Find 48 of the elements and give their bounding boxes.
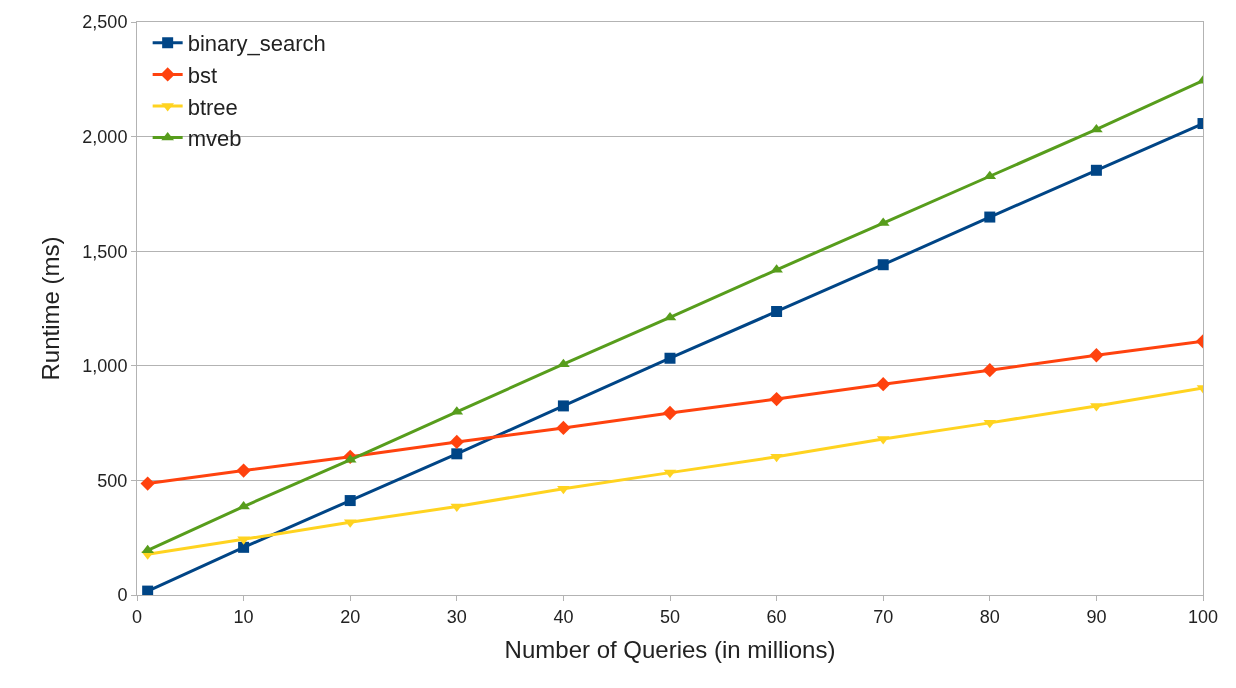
point	[662, 405, 678, 421]
point	[556, 420, 571, 436]
x-tick-label: 30	[446, 606, 467, 627]
point	[1089, 348, 1104, 363]
point	[1090, 164, 1102, 176]
legend-label: binary_search	[187, 31, 326, 57]
legend-label: bst	[187, 62, 218, 88]
y-tick-label: 500	[97, 470, 128, 491]
legend-label: mveb	[187, 126, 242, 152]
y-axis-title: Runtime (ms)	[37, 236, 65, 381]
point	[238, 541, 250, 553]
y-tick-label: 1,000	[82, 356, 128, 377]
y-tick-label: 2,500	[82, 12, 128, 33]
point	[769, 391, 784, 407]
point	[236, 463, 251, 478]
point	[142, 585, 154, 595]
point	[982, 363, 997, 378]
point	[344, 495, 356, 507]
point	[141, 544, 155, 554]
point	[984, 211, 996, 223]
point	[450, 503, 464, 513]
y-tick-label: 2,000	[82, 126, 128, 147]
legend-label: btree	[187, 94, 238, 120]
point	[877, 259, 889, 271]
x-tick-label: 80	[979, 606, 1000, 627]
x-tick-label: 90	[1086, 606, 1107, 627]
x-tick-label: 50	[659, 606, 681, 627]
point	[876, 376, 891, 392]
x-tick-label: 100	[1187, 606, 1219, 627]
point	[557, 400, 569, 412]
x-tick-label: 60	[766, 606, 787, 627]
x-tick-label: 70	[873, 606, 894, 627]
point	[664, 352, 676, 364]
y-tick-label: 1,500	[82, 241, 128, 262]
point	[663, 311, 677, 321]
point	[140, 476, 155, 491]
point	[1090, 123, 1103, 133]
x-tick-label: 40	[553, 606, 574, 627]
point	[663, 469, 677, 479]
y-tick-label: 0	[117, 585, 128, 606]
x-tick-label: 10	[233, 606, 254, 627]
point	[771, 305, 783, 317]
point	[451, 448, 463, 460]
point	[557, 485, 570, 495]
x-tick-label: 20	[340, 606, 361, 627]
x-tick-label: 0	[131, 606, 143, 627]
point	[449, 434, 464, 450]
x-axis-title: Number of Queries (in millions)	[504, 635, 836, 663]
